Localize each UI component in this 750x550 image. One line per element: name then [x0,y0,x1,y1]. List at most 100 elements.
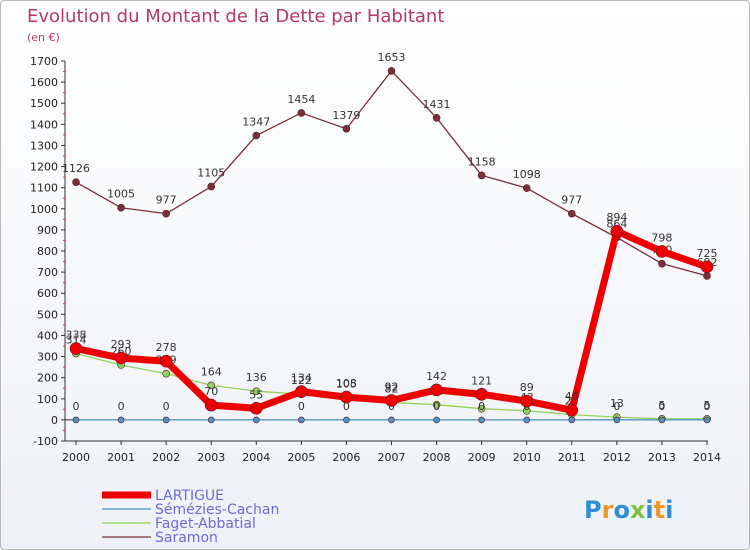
x-tick-label: 2012 [603,451,631,464]
data-point [117,203,125,212]
data-label: 293 [111,338,132,351]
y-tick-label: 600 [37,287,58,300]
y-tick-label: 1000 [30,203,58,216]
x-tick-label: 2008 [423,451,451,464]
y-tick-label: -100 [33,435,58,448]
data-label: 977 [561,194,582,207]
data-point [613,416,621,424]
data-point [658,259,666,268]
data-point [114,351,128,365]
data-point [522,184,531,192]
data-label: 121 [471,374,492,387]
data-label: 55 [249,388,263,401]
legend-label: Saramon [155,530,218,546]
data-point [342,124,351,133]
data-label: 0 [658,400,665,413]
y-tick-label: 900 [37,224,58,237]
y-tick-label: 300 [37,351,58,364]
proxiti-logo: Proxiti [584,496,673,524]
x-tick-label: 2013 [648,451,676,464]
data-label: 89 [520,381,534,394]
data-point [162,369,170,378]
data-point [298,416,305,424]
data-point [385,394,398,407]
legend-label: Sémézies-Cachan [155,502,279,518]
data-label: 864 [606,217,627,230]
data-point [162,416,170,424]
data-label: 0 [478,400,485,413]
y-tick-label: 800 [37,245,58,258]
data-point [430,383,443,397]
data-point [565,403,579,417]
y-tick-label: 700 [37,266,58,279]
data-point [204,398,218,412]
legend-label: LARTIGUE [155,488,224,504]
data-label: 1347 [242,116,270,129]
data-label: 894 [606,211,627,224]
data-label: 1653 [378,51,406,64]
x-tick-label: 2004 [242,451,270,464]
data-label: 0 [118,400,125,413]
data-point [477,171,486,180]
data-point [252,387,261,395]
data-label: 0 [704,400,711,413]
y-tick-label: 500 [37,308,58,321]
data-point [655,245,669,258]
data-label: 0 [613,400,620,413]
data-label: 1158 [468,155,496,168]
data-label: 1098 [513,168,541,181]
data-label: 1005 [107,188,135,201]
x-tick-label: 2011 [558,451,586,464]
y-tick-label: 1600 [30,76,58,89]
data-label: 278 [156,341,177,354]
x-tick-label: 2009 [468,451,496,464]
data-point [388,416,395,424]
data-point [162,209,170,218]
data-label: 5 [704,399,711,412]
y-tick-label: 1300 [30,139,58,152]
x-tick-label: 2014 [693,451,721,464]
data-point [658,416,666,424]
data-label: 136 [246,371,267,384]
data-point [207,381,216,390]
data-label: 0 [433,400,440,413]
data-label: 0 [298,400,305,413]
x-tick-label: 2002 [152,451,180,464]
data-point [703,272,711,280]
data-point [567,209,576,218]
data-point [568,416,576,424]
data-point [252,131,261,140]
data-label: 46 [565,390,579,403]
data-label: 70 [204,385,218,398]
data-label: 1126 [62,162,90,175]
data-label: 13 [610,397,624,410]
data-label: 798 [651,231,672,244]
series-saramon: 1126 1005 977 1105 1347 1454 1379 1653 1431 1158 1… [62,51,718,280]
data-point [249,401,263,415]
x-tick-label: 2003 [197,451,225,464]
x-tick-label: 2010 [513,451,541,464]
data-point [69,342,83,355]
data-point [432,113,441,122]
data-label: 977 [156,194,177,207]
legend-label: Faget-Abbatial [155,516,256,532]
y-tick-label: 200 [37,372,58,385]
data-label: 0 [73,400,80,413]
y-tick-label: 400 [37,329,58,342]
data-point [477,404,486,413]
x-tick-label: 2007 [378,451,406,464]
x-tick-label: 2001 [107,451,135,464]
data-point [207,182,216,191]
data-point [340,390,353,404]
x-tick-label: 2006 [332,451,360,464]
data-point [433,416,440,424]
data-point [478,416,485,424]
data-point [252,416,260,424]
data-label: 338 [66,329,87,342]
y-tick-label: 1200 [30,161,58,174]
data-point [475,388,488,401]
data-label: 1431 [423,98,451,111]
data-point [72,178,80,186]
data-label: 108 [336,377,357,390]
